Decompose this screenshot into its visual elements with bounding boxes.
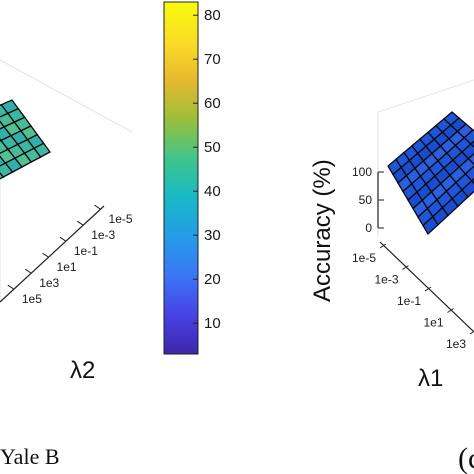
left-y-ticks: 1e-5 1e-3 1e-1 1e1 1e3 1e5 [7, 204, 133, 306]
colorbar-tick-label: 80 [204, 7, 221, 24]
right-x-tick-label: 1e-1 [397, 294, 421, 308]
left-y-tick-mark [76, 220, 84, 226]
right-z-axis: 100 50 0 [352, 165, 384, 235]
left-y-axis-line [0, 205, 105, 303]
right-surface [387, 111, 474, 236]
right-caption: (c [458, 442, 474, 474]
right-surface-cell [464, 165, 474, 182]
left-y-tick-label: 1e-5 [109, 212, 133, 226]
panel-left: 1e-5 1e-3 1e-1 1e1 1e3 1e5 λ2 Yale B [0, 59, 133, 469]
right-surface-cell [470, 177, 474, 185]
left-y-tick-mark [94, 204, 101, 210]
right-x-tick-mark [424, 286, 432, 292]
right-x-axis-line [379, 241, 474, 333]
left-y-axis-label: λ2 [70, 357, 95, 384]
left-y-axis: 1e-5 1e-3 1e-1 1e1 1e3 1e5 [0, 204, 133, 306]
left-y-tick-mark [7, 284, 15, 290]
colorbar-ticks: 80 70 60 50 40 30 20 10 [193, 7, 221, 332]
right-x-tick-label: 1e-5 [352, 251, 376, 265]
right-surface-cell [461, 143, 474, 160]
left-y-tick-mark [59, 236, 67, 242]
left-y-tick-mark [42, 252, 49, 258]
left-y-tick-label: 1e-3 [91, 228, 115, 242]
left-surface-cell [33, 142, 51, 158]
right-x-tick-mark [469, 330, 474, 335]
right-x-tick-mark [379, 243, 387, 249]
colorbar-tick-label: 10 [204, 315, 221, 332]
colorbar-tick-label: 50 [204, 139, 221, 156]
right-surface-cell [458, 157, 474, 175]
colorbar-tick-label: 30 [204, 227, 221, 244]
colorbar-tick-label: 60 [204, 95, 221, 112]
right-surface-cell [467, 152, 474, 166]
right-x-axis-label: λ1 [418, 365, 443, 392]
right-x-tick-label: 1e-3 [374, 273, 398, 287]
right-z-axis-label: Accuracy (%) [309, 159, 336, 302]
right-z-tick-label: 50 [359, 193, 373, 207]
colorbar-bar [163, 1, 199, 355]
right-x-tick-label: 1e3 [446, 337, 466, 351]
colorbar-tick-label: 70 [204, 51, 221, 68]
right-z-ticks: 100 50 0 [352, 165, 384, 235]
left-surface [0, 99, 51, 180]
left-caption: Yale B [0, 444, 60, 469]
colorbar: 80 70 60 50 40 30 20 10 [163, 1, 221, 355]
left-y-tick-label: 1e1 [57, 260, 77, 274]
right-x-tick-mark [402, 265, 409, 270]
colorbar-tick-label: 20 [204, 271, 221, 288]
right-surface-cell [461, 179, 474, 198]
left-y-tick-label: 1e-1 [74, 244, 98, 258]
right-surface-cell [463, 129, 474, 145]
right-z-tick-label: 0 [365, 221, 372, 235]
right-surface-cell [470, 140, 474, 148]
right-z-tick-label: 100 [352, 165, 372, 179]
left-y-tick-mark [24, 268, 32, 274]
left-axes-box [0, 59, 133, 300]
left-y-tick-label: 1e5 [22, 292, 42, 306]
left-y-tick-label: 1e3 [39, 276, 59, 290]
right-x-tick-label: 1e1 [423, 316, 443, 330]
colorbar-tick-label: 40 [204, 183, 221, 200]
right-x-tick-mark [447, 308, 454, 313]
